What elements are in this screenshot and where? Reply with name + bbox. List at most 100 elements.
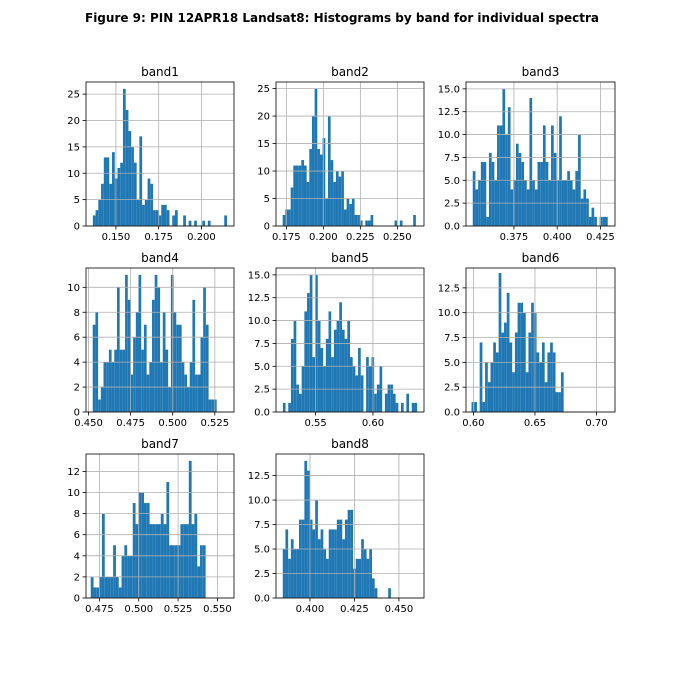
histogram-bar — [534, 189, 538, 226]
y-tick-label: 5.0 — [444, 176, 460, 187]
histogram-bar — [166, 481, 170, 598]
histogram-bar — [307, 470, 310, 598]
y-tick-label: 5 — [264, 194, 270, 205]
histogram-bar — [394, 220, 398, 226]
y-tick-label: 2.5 — [444, 199, 460, 210]
histogram-bar — [338, 176, 342, 226]
y-tick-label: 2.5 — [444, 383, 460, 394]
histogram-bar — [540, 162, 543, 226]
histogram-bar — [331, 529, 335, 598]
histogram-bar — [322, 138, 326, 226]
histogram-bar — [285, 529, 289, 598]
histogram-bar — [141, 492, 144, 598]
histogram-bar — [518, 152, 522, 226]
histogram-bar — [171, 545, 175, 598]
histogram-bar — [320, 529, 324, 598]
y-tick-label: 20 — [257, 112, 270, 123]
panel-title: band7 — [141, 437, 179, 451]
histogram-bar — [131, 146, 134, 226]
y-tick-label: 12.5 — [248, 293, 270, 304]
histogram-bar — [588, 216, 592, 226]
x-tick-label: 0.225 — [346, 232, 375, 243]
panel-band7: 0.475 0.500 0.525 0.550 0 2 4 6 8 10 12 band7 — [67, 437, 235, 615]
histogram-bar — [497, 125, 500, 226]
y-tick-label: 4 — [74, 358, 80, 369]
histogram-bar — [506, 292, 510, 412]
histogram-bar — [357, 215, 360, 226]
panel-title: band8 — [331, 437, 369, 451]
histogram-bar — [202, 220, 206, 226]
y-tick-label: 7.5 — [254, 339, 270, 350]
histogram-bar — [575, 171, 579, 226]
histogram-bar — [395, 402, 399, 412]
histogram-bar — [143, 324, 147, 412]
histogram-bar — [350, 357, 353, 412]
histogram-bar — [96, 587, 100, 598]
histogram-bar — [486, 216, 489, 226]
histogram-bar — [541, 342, 545, 412]
y-tick-label: 2 — [74, 572, 80, 583]
histogram-bar — [312, 529, 316, 598]
histogram-bar — [152, 299, 155, 412]
histogram-bar — [558, 392, 561, 412]
histogram-bar — [350, 509, 354, 598]
histogram-bar — [521, 162, 525, 226]
histogram-bar — [328, 529, 332, 598]
histogram-bar — [602, 216, 606, 226]
x-tick-label: 0.150 — [102, 232, 131, 243]
histogram-bar — [317, 149, 320, 226]
histogram-bar — [354, 215, 358, 226]
x-tick-label: 0.525 — [200, 418, 229, 429]
histogram-bar — [334, 529, 337, 598]
histogram-bar — [98, 399, 101, 412]
histogram-bar — [526, 189, 530, 226]
histogram-bar — [343, 209, 347, 226]
histogram-bar — [109, 183, 113, 226]
histogram-bar — [319, 154, 323, 226]
histogram-bar — [326, 558, 329, 598]
histogram-bar — [599, 216, 603, 226]
histogram-bar — [133, 337, 136, 412]
histogram-bar — [200, 545, 203, 598]
histogram-bar — [406, 393, 410, 412]
y-tick-label: 7.5 — [444, 153, 460, 164]
histogram-bar — [312, 357, 316, 412]
y-tick-label: 8 — [74, 308, 80, 319]
histogram-bar — [118, 587, 122, 598]
histogram-bar — [512, 372, 515, 412]
x-tick-label: 0.450 — [74, 418, 103, 429]
histogram-bar — [165, 349, 169, 412]
y-tick-label: 5.0 — [254, 545, 270, 556]
histogram-bar — [176, 324, 179, 412]
histogram-bar — [205, 324, 209, 412]
histogram-bar — [344, 519, 348, 598]
histogram-bar — [208, 399, 212, 412]
histogram-bar — [144, 199, 148, 226]
y-tick-label: 12.5 — [248, 471, 270, 482]
histogram-bar — [169, 545, 172, 598]
histogram-bar — [547, 352, 551, 412]
histogram-bar — [146, 503, 150, 598]
histogram-bar — [591, 207, 595, 226]
histogram-bar — [550, 342, 553, 412]
histogram-bar — [529, 98, 533, 226]
histogram-bar — [195, 374, 198, 412]
y-tick-label: 7.5 — [444, 333, 460, 344]
histogram-bar — [287, 209, 291, 226]
histogram-bar — [355, 375, 359, 412]
histogram-bar — [194, 220, 197, 226]
histogram-bar — [288, 558, 291, 598]
histogram-bar — [553, 152, 557, 226]
histogram-bar — [120, 162, 123, 226]
histogram-bar — [207, 220, 211, 226]
histogram-bar — [211, 399, 214, 412]
x-tick-label: 0.425 — [586, 232, 615, 243]
histogram-bar — [339, 519, 343, 598]
histogram-bar — [367, 220, 371, 226]
x-tick-label: 0.60 — [462, 418, 484, 429]
histogram-bar — [154, 274, 158, 412]
histogram-bar — [172, 215, 175, 226]
histogram-bar — [186, 524, 189, 598]
x-tick-label: 0.525 — [164, 604, 193, 615]
